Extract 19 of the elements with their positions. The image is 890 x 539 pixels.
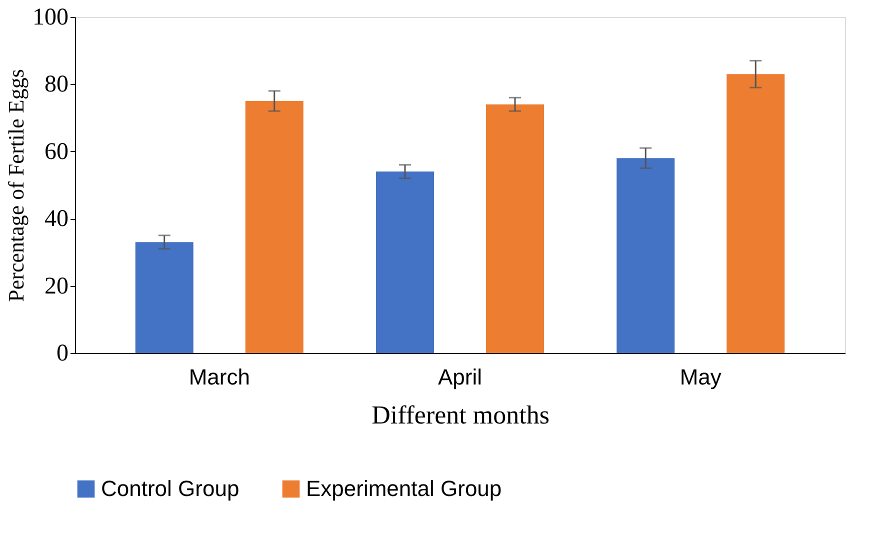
x-axis-title: Different months [372,400,550,430]
legend-label: Control Group [101,476,240,501]
y-tick-label: 0 [56,340,68,366]
bar [135,242,194,353]
y-tick-label: 20 [44,273,68,300]
y-axis-title: Percentage of Fertile Eggs [4,69,28,302]
y-tick-label: 60 [44,138,68,165]
y-tick-label: 80 [44,72,68,98]
x-tick-label: March [188,364,250,390]
bar [245,101,304,353]
x-tick-label: May [680,364,722,390]
bar [486,104,544,353]
bar [616,158,675,353]
legend-label: Experimental Group [306,476,502,501]
x-tick-label: April [438,364,482,390]
bar [376,172,434,353]
bar [726,74,785,353]
y-tick-label: 100 [32,4,68,30]
y-tick-label: 40 [44,206,68,232]
